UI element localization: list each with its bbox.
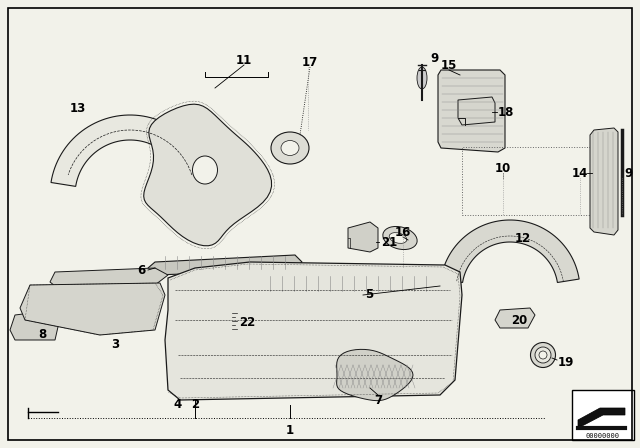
Polygon shape [165, 262, 462, 400]
Polygon shape [441, 220, 579, 283]
Text: 14: 14 [572, 167, 588, 180]
Polygon shape [578, 408, 625, 426]
Text: 5: 5 [365, 289, 373, 302]
Polygon shape [50, 268, 168, 290]
Polygon shape [348, 222, 378, 252]
Text: 19: 19 [558, 357, 574, 370]
Polygon shape [51, 115, 209, 186]
Ellipse shape [539, 351, 547, 359]
Text: 17: 17 [302, 56, 318, 69]
Ellipse shape [535, 347, 551, 363]
Bar [462, 147, 617, 215]
Polygon shape [10, 310, 60, 340]
Text: 8: 8 [38, 328, 46, 341]
Ellipse shape [531, 343, 556, 367]
Polygon shape [438, 70, 505, 152]
Text: 13: 13 [70, 102, 86, 115]
Text: 3: 3 [111, 339, 119, 352]
Text: 20: 20 [511, 314, 527, 327]
Text: 6: 6 [137, 263, 145, 276]
Text: 15: 15 [441, 59, 457, 72]
Polygon shape [215, 305, 230, 335]
Text: 16: 16 [395, 225, 411, 238]
Polygon shape [255, 275, 440, 292]
Ellipse shape [417, 67, 427, 89]
Text: 1: 1 [286, 423, 294, 436]
Text: 22: 22 [239, 316, 255, 329]
Ellipse shape [389, 233, 407, 243]
Text: 7: 7 [374, 393, 382, 406]
Text: 11: 11 [236, 53, 252, 66]
Text: 00000000: 00000000 [586, 433, 620, 439]
Text: 9: 9 [430, 52, 438, 65]
Polygon shape [458, 97, 495, 125]
Ellipse shape [383, 226, 417, 250]
Polygon shape [20, 283, 165, 335]
Polygon shape [144, 104, 271, 246]
Text: 21: 21 [381, 236, 397, 249]
Polygon shape [148, 255, 302, 275]
Text: 4: 4 [174, 399, 182, 412]
Text: 18: 18 [498, 105, 515, 119]
Polygon shape [495, 308, 535, 328]
Ellipse shape [281, 141, 299, 155]
Polygon shape [337, 349, 413, 401]
Text: 12: 12 [515, 232, 531, 245]
Text: 9: 9 [624, 167, 632, 180]
Ellipse shape [271, 132, 309, 164]
Text: 2: 2 [191, 399, 199, 412]
Polygon shape [590, 128, 618, 235]
Bar [572, 390, 634, 440]
Text: 10: 10 [495, 161, 511, 175]
Ellipse shape [193, 156, 218, 184]
